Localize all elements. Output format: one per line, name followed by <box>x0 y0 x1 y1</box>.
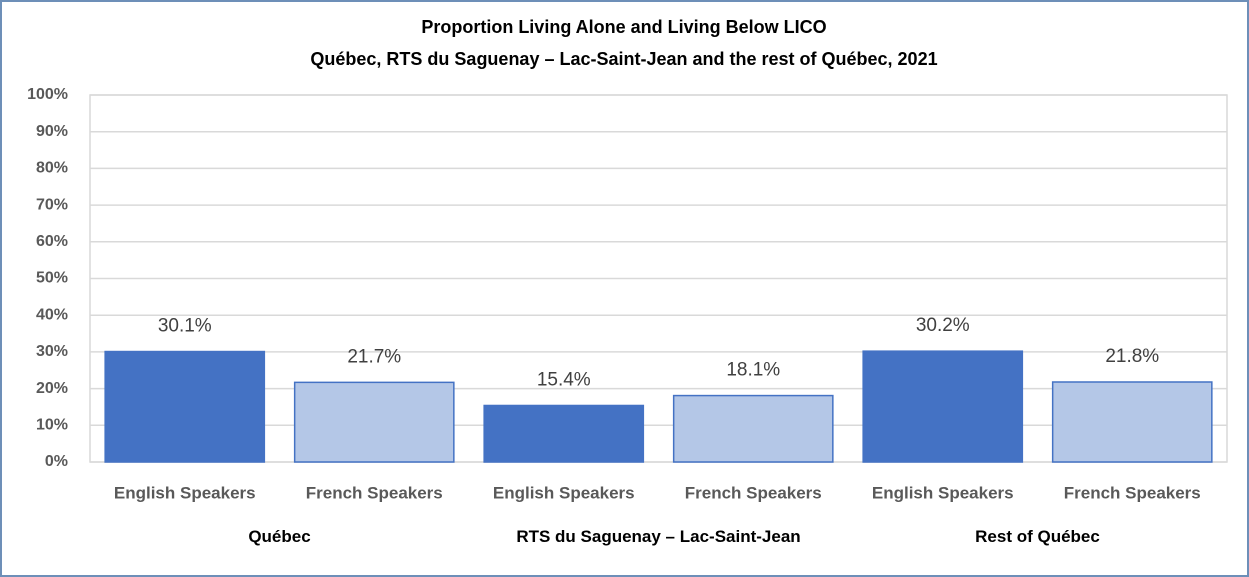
plot-border <box>89 94 1228 463</box>
y-tick-label: 0% <box>45 453 68 470</box>
bar <box>1051 381 1213 463</box>
y-tick-label: 70% <box>36 196 68 213</box>
chart-title: Proportion Living Alone and Living Below… <box>421 17 826 37</box>
x-tick-label: French Speakers <box>306 483 443 502</box>
x-tick-label: French Speakers <box>685 483 822 502</box>
y-tick-label: 50% <box>36 270 68 287</box>
data-label: 30.2% <box>916 315 970 336</box>
x-tick-label: English Speakers <box>493 483 635 502</box>
group-label: Québec <box>248 527 311 546</box>
x-tick-label: English Speakers <box>114 483 256 502</box>
y-tick-label: 10% <box>36 417 68 434</box>
data-label: 30.1% <box>158 316 212 337</box>
data-label: 21.7% <box>347 346 401 367</box>
data-label: 21.8% <box>1105 346 1159 367</box>
y-tick-label: 90% <box>36 123 68 140</box>
bar <box>104 350 266 463</box>
y-tick-label: 60% <box>36 233 68 250</box>
bar <box>672 394 834 463</box>
bar <box>483 404 645 463</box>
y-tick-label: 100% <box>27 86 68 103</box>
y-tick-label: 20% <box>36 380 68 397</box>
bar <box>293 381 455 463</box>
group-label: RTS du Saguenay – Lac-Saint-Jean <box>516 527 801 546</box>
data-label: 15.4% <box>537 369 591 390</box>
group-label: Rest of Québec <box>975 527 1100 546</box>
x-tick-label: English Speakers <box>872 483 1014 502</box>
chart-subtitle: Québec, RTS du Saguenay – Lac-Saint-Jean… <box>310 49 937 69</box>
bar <box>862 350 1024 463</box>
data-label: 18.1% <box>726 360 780 381</box>
y-tick-label: 80% <box>36 160 68 177</box>
y-tick-label: 40% <box>36 306 68 323</box>
x-tick-label: French Speakers <box>1064 483 1201 502</box>
y-tick-label: 30% <box>36 343 68 360</box>
